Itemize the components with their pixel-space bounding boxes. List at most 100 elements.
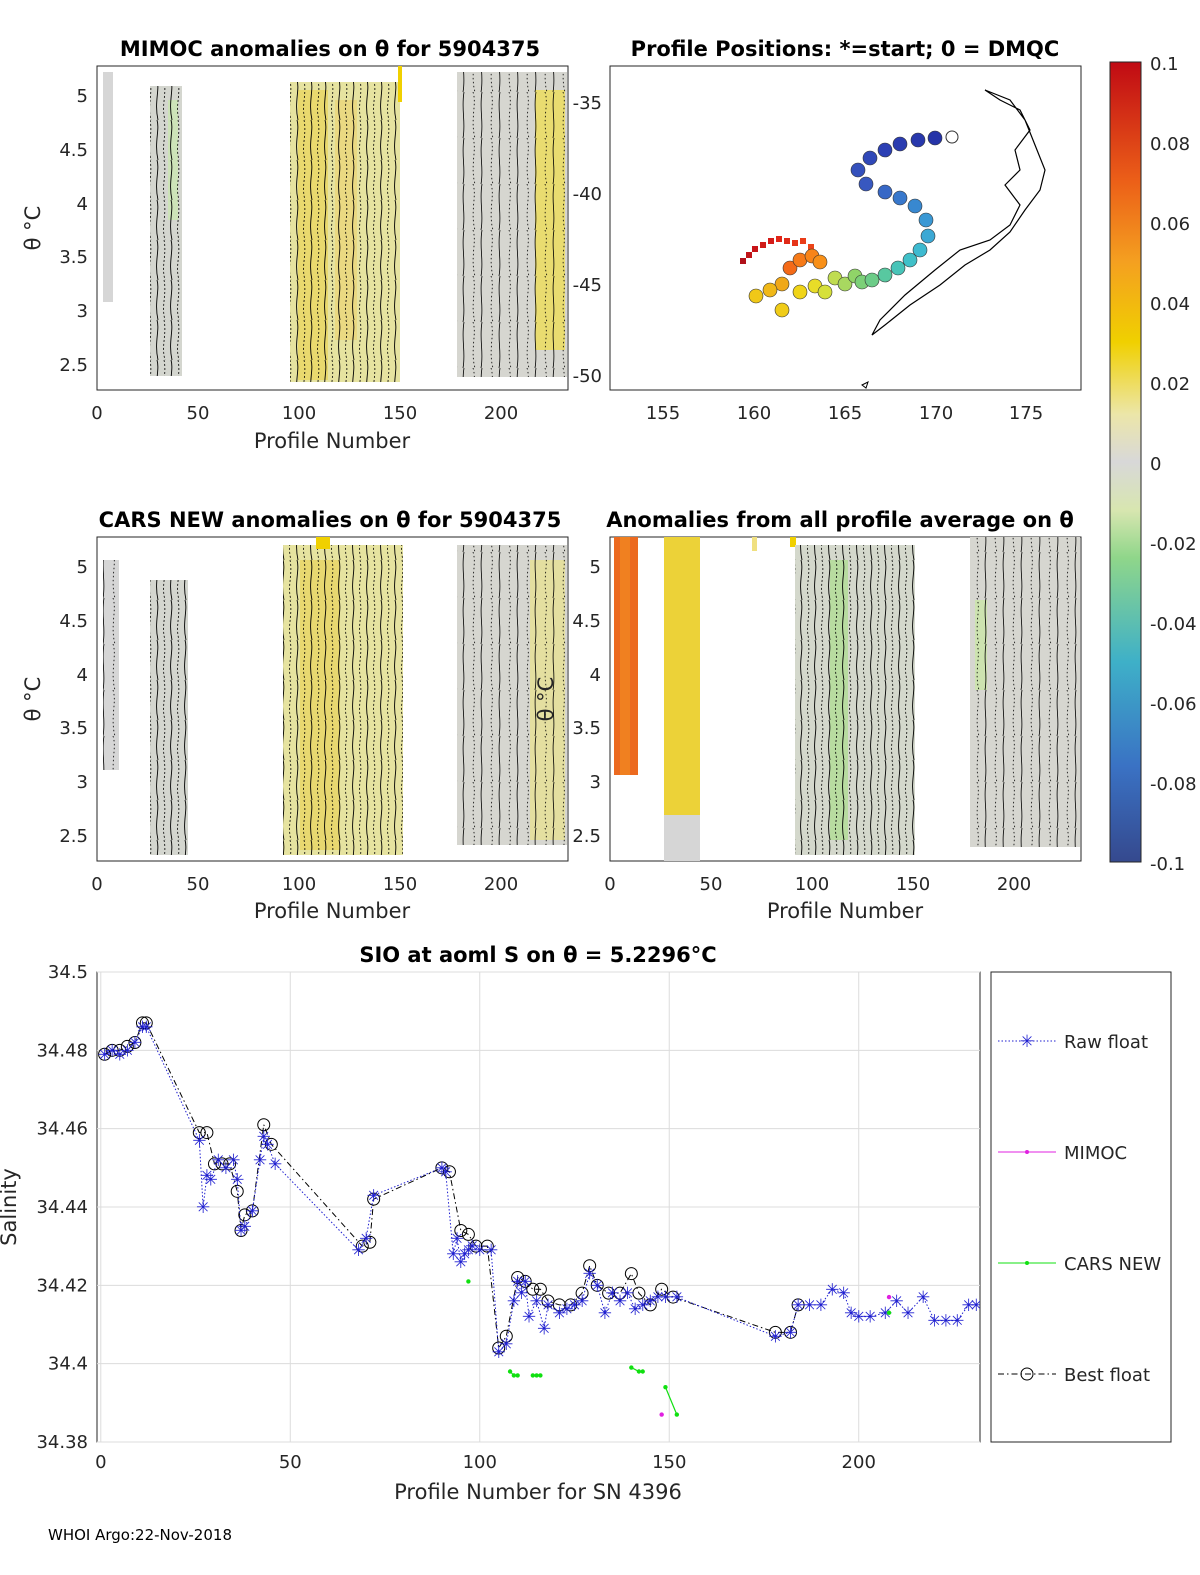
best-float-point bbox=[238, 1208, 252, 1222]
raw-float-point: ✳ bbox=[658, 1288, 672, 1308]
svg-text:175: 175 bbox=[1009, 403, 1043, 424]
svg-text:165: 165 bbox=[828, 403, 862, 424]
raw-float-point: ✳ bbox=[219, 1159, 233, 1179]
svg-text:-0.02: -0.02 bbox=[1150, 534, 1197, 555]
raw-float-point: ✳ bbox=[791, 1296, 805, 1316]
raw-float-point: ✳ bbox=[518, 1272, 532, 1292]
y-tick-label: 34.42 bbox=[36, 1275, 88, 1296]
raw-float-point: ✳ bbox=[245, 1202, 259, 1222]
raw-float-point: ✳ bbox=[560, 1300, 574, 1320]
avg-ylabel: θ °C bbox=[534, 677, 558, 722]
cars-new-point bbox=[507, 1369, 513, 1374]
cars-yticks: 5 4.5 4 3.5 3 2.5 bbox=[59, 557, 88, 847]
series-mimoc bbox=[659, 1294, 892, 1417]
y-tick-label: 34.38 bbox=[36, 1432, 88, 1453]
raw-float-point: ✳ bbox=[196, 1198, 210, 1218]
svg-text:2.5: 2.5 bbox=[59, 355, 88, 376]
mimoc-xticks: 0 50 100 150 200 bbox=[91, 403, 518, 424]
legend-raw-float: ✳ Raw float bbox=[998, 1032, 1148, 1053]
best-float-point bbox=[192, 1126, 206, 1140]
svg-text:CARS NEW: CARS NEW bbox=[1064, 1254, 1161, 1275]
best-float-point bbox=[533, 1282, 547, 1296]
svg-text:50: 50 bbox=[700, 874, 723, 895]
cars-new-point bbox=[515, 1373, 520, 1378]
raw-float-line bbox=[104, 1026, 977, 1354]
raw-float-point: ✳ bbox=[844, 1304, 858, 1324]
x-tick-label: 0 bbox=[95, 1452, 106, 1473]
svg-text:2.5: 2.5 bbox=[572, 826, 601, 847]
raw-float-point: ✳ bbox=[878, 1304, 892, 1324]
svg-text:✳: ✳ bbox=[1020, 1032, 1034, 1052]
cars-title: CARS NEW anomalies on θ for 5904375 bbox=[99, 508, 562, 532]
svg-text:-0.1: -0.1 bbox=[1150, 854, 1185, 875]
svg-text:Best float: Best float bbox=[1064, 1365, 1150, 1386]
svg-text:4.5: 4.5 bbox=[572, 611, 601, 632]
best-float-point bbox=[120, 1039, 134, 1053]
mimoc-xlabel: Profile Number bbox=[254, 429, 411, 453]
best-float-point bbox=[541, 1294, 555, 1308]
salinity-yticks: 34.38 34.4 34.42 34.44 34.46 34.48 34.5 bbox=[36, 962, 88, 1453]
best-float-point bbox=[264, 1137, 278, 1151]
best-float-point bbox=[367, 1192, 381, 1206]
raw-float-point: ✳ bbox=[514, 1284, 528, 1304]
salinity-xticks: 0 50 100 150 200 bbox=[95, 1452, 876, 1473]
y-tick-label: 34.4 bbox=[48, 1354, 88, 1375]
cars-ylabel: θ °C bbox=[21, 677, 45, 722]
raw-float-point: ✳ bbox=[939, 1312, 953, 1332]
best-float-point bbox=[643, 1298, 657, 1312]
legend-best-float: Best float bbox=[998, 1365, 1150, 1386]
svg-text:4: 4 bbox=[590, 665, 601, 686]
best-float-point bbox=[435, 1161, 449, 1175]
best-float-point bbox=[98, 1047, 112, 1061]
raw-float-point: ✳ bbox=[499, 1335, 513, 1355]
best-float-point bbox=[768, 1325, 782, 1339]
raw-float-point: ✳ bbox=[351, 1241, 365, 1261]
cars-new-point bbox=[629, 1365, 634, 1370]
best-float-point bbox=[257, 1118, 271, 1132]
best-float-point bbox=[784, 1325, 798, 1339]
raw-float-point: ✳ bbox=[605, 1284, 619, 1304]
svg-text:-40: -40 bbox=[573, 184, 602, 205]
raw-float-point: ✳ bbox=[628, 1300, 642, 1320]
cars-new-point bbox=[511, 1373, 517, 1378]
y-tick-label: 34.44 bbox=[36, 1197, 88, 1218]
svg-text:150: 150 bbox=[383, 874, 417, 895]
raw-float-point: ✳ bbox=[670, 1288, 684, 1308]
mimoc-point bbox=[886, 1294, 892, 1300]
raw-float-point: ✳ bbox=[567, 1296, 581, 1316]
raw-float-point: ✳ bbox=[575, 1292, 589, 1312]
cars-new-line bbox=[664, 1386, 678, 1415]
svg-text:-50: -50 bbox=[573, 366, 602, 387]
svg-text:100: 100 bbox=[795, 874, 829, 895]
mimoc-point bbox=[659, 1412, 664, 1417]
svg-text:5: 5 bbox=[590, 557, 601, 578]
raw-float-point: ✳ bbox=[268, 1155, 282, 1175]
best-float-point bbox=[518, 1274, 532, 1288]
best-float-point bbox=[564, 1298, 578, 1312]
raw-float-point: ✳ bbox=[969, 1296, 983, 1316]
avg-yticks: 5 4.5 4 3.5 3 2.5 bbox=[572, 557, 601, 847]
raw-float-point: ✳ bbox=[446, 1245, 460, 1265]
svg-text:-0.08: -0.08 bbox=[1150, 774, 1197, 795]
best-float-point bbox=[666, 1290, 680, 1304]
avg-title: Anomalies from all profile average on θ bbox=[606, 508, 1074, 532]
svg-text:-35: -35 bbox=[573, 93, 602, 114]
best-float-point bbox=[207, 1157, 221, 1171]
best-float-point bbox=[624, 1267, 638, 1281]
raw-float-point: ✳ bbox=[598, 1304, 612, 1324]
raw-float-point: ✳ bbox=[97, 1045, 111, 1065]
raw-float-point: ✳ bbox=[643, 1292, 657, 1312]
raw-float-point: ✳ bbox=[783, 1323, 797, 1343]
float-track bbox=[740, 130, 959, 318]
raw-float-point: ✳ bbox=[636, 1296, 650, 1316]
svg-text:4.5: 4.5 bbox=[59, 140, 88, 161]
cars-new-point bbox=[538, 1373, 543, 1378]
raw-float-point: ✳ bbox=[253, 1151, 267, 1171]
raw-float-point: ✳ bbox=[620, 1284, 634, 1304]
raw-float-point: ✳ bbox=[439, 1163, 453, 1183]
best-float-point bbox=[135, 1016, 149, 1030]
raw-float-point: ✳ bbox=[613, 1292, 627, 1312]
raw-float-point: ✳ bbox=[537, 1319, 551, 1339]
cars-new-point bbox=[663, 1384, 668, 1390]
